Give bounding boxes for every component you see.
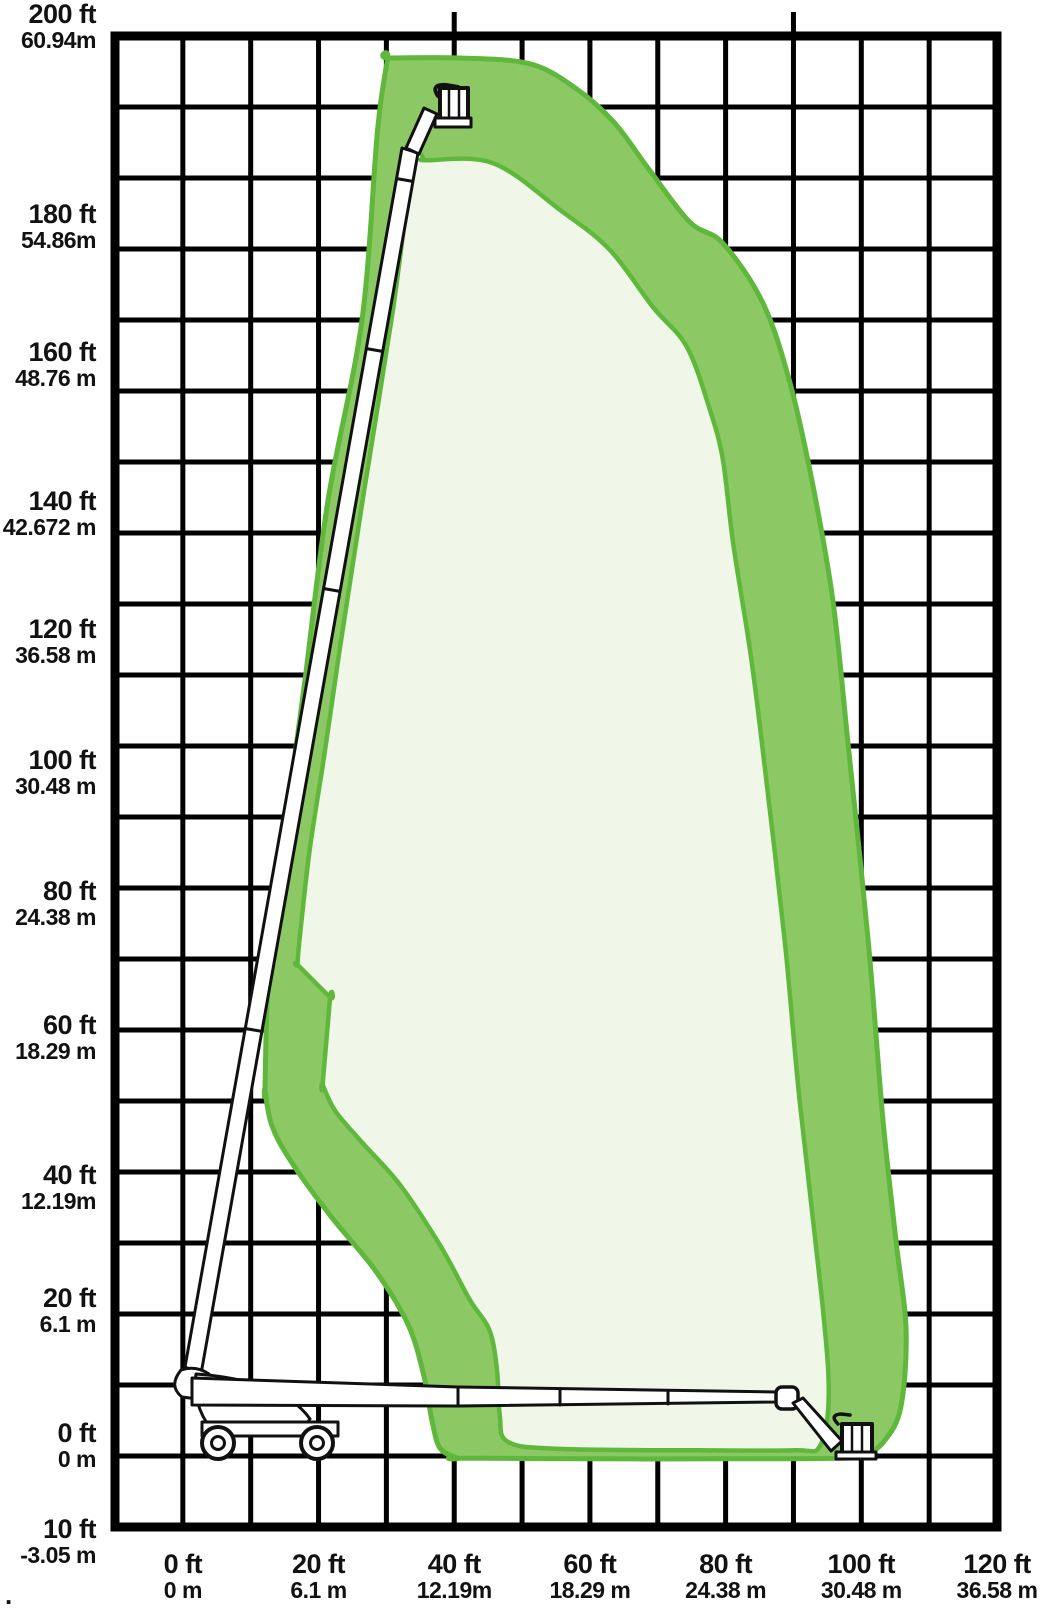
y-tick-m: 36.58 m <box>15 642 96 668</box>
y-axis-label: 140 ft 42.672 m <box>0 486 97 540</box>
y-tick-ft: 120 ft <box>28 614 96 644</box>
platform-basket-top <box>433 82 473 129</box>
x-tick-ft: 40 ft <box>427 1549 482 1579</box>
x-axis-label: 80 ft 24.38 m <box>641 1551 811 1603</box>
y-tick-ft: 20 ft <box>42 1283 97 1313</box>
x-tick-m: 0 m <box>163 1577 203 1603</box>
y-tick-ft: 80 ft <box>42 876 97 906</box>
x-tick-ft: 0 ft <box>163 1549 203 1579</box>
y-tick-m: 6.1 m <box>39 1311 97 1337</box>
x-axis-label: 100 ft 30.48 m <box>776 1551 946 1603</box>
x-axis-label: 0 ft 0 m <box>98 1551 268 1603</box>
x-tick-m: 30.48 m <box>820 1577 902 1603</box>
x-tick-m: 6.1 m <box>290 1577 347 1603</box>
x-tick-m: 36.58 m <box>956 1577 1038 1603</box>
working-envelope-area <box>261 50 909 1462</box>
x-tick-ft: 60 ft <box>563 1549 617 1579</box>
x-tick-m: 24.38 m <box>685 1577 767 1603</box>
x-tick-ft: 80 ft <box>699 1549 753 1579</box>
y-axis-label: 10 ft -3.05 m <box>0 1516 96 1568</box>
y-tick-ft: 10 ft <box>42 1514 97 1544</box>
x-tick-ft: 20 ft <box>292 1549 346 1579</box>
y-tick-ft: 160 ft <box>28 337 96 367</box>
x-axis-label: 60 ft 18.29 m <box>505 1551 675 1603</box>
y-tick-m: 30.48 m <box>15 773 96 799</box>
x-tick-m: 12.19m <box>416 1577 493 1603</box>
x-tick-ft: 120 ft <box>963 1549 1031 1579</box>
y-axis-label: 120 ft 36.58 m <box>0 616 96 668</box>
y-axis-label: 200 ft 60.94m <box>0 0 97 53</box>
y-tick-m: 0 m <box>57 1446 97 1472</box>
y-axis-label: 160 ft 48.76 m <box>0 339 96 391</box>
y-tick-ft: 140 ft <box>28 486 96 516</box>
y-tick-m: 48.76 m <box>15 365 96 391</box>
y-tick-ft: 200 ft <box>28 0 96 29</box>
y-axis-label: 60 ft 18.29 m <box>0 1012 96 1064</box>
y-tick-ft: 60 ft <box>42 1010 97 1040</box>
y-axis-label: 40 ft 12.19m <box>0 1160 97 1214</box>
y-axis-label: 100 ft 30.48 m <box>0 747 96 799</box>
y-axis-label: 20 ft 6.1 m <box>0 1283 97 1337</box>
y-tick-ft: 100 ft <box>28 745 96 775</box>
y-tick-m: 60.94m <box>20 27 97 53</box>
y-tick-ft: 180 ft <box>28 199 96 229</box>
y-tick-m: 54.86m <box>20 227 97 253</box>
y-tick-m: 42.672 m <box>2 514 97 540</box>
x-axis-label: 120 ft 36.58 m <box>912 1551 1052 1603</box>
y-tick-ft: 0 ft <box>57 1418 97 1448</box>
y-axis-label: 0 ft 0 m <box>0 1418 97 1472</box>
boom-lift-illustration <box>173 82 878 1461</box>
y-tick-m: 12.19m <box>20 1188 97 1214</box>
y-tick-m: -3.05 m <box>20 1542 96 1568</box>
x-axis-label: 20 ft 6.1 m <box>234 1551 404 1603</box>
y-tick-ft: 40 ft <box>42 1160 97 1190</box>
y-tick-m: 18.29 m <box>15 1038 96 1064</box>
platform-basket-bottom <box>832 1412 878 1461</box>
y-axis-label: 180 ft 54.86m <box>0 199 97 253</box>
y-axis-label: 80 ft 24.38 m <box>0 878 96 930</box>
jib-link <box>404 106 439 156</box>
envelope-inner-boundary <box>292 150 831 1454</box>
stray-dot: . <box>5 1580 13 1610</box>
x-tick-ft: 100 ft <box>827 1549 896 1579</box>
x-tick-m: 18.29 m <box>549 1577 631 1603</box>
x-axis-label: 40 ft 12.19m <box>369 1551 539 1603</box>
y-tick-m: 24.38 m <box>15 904 96 930</box>
